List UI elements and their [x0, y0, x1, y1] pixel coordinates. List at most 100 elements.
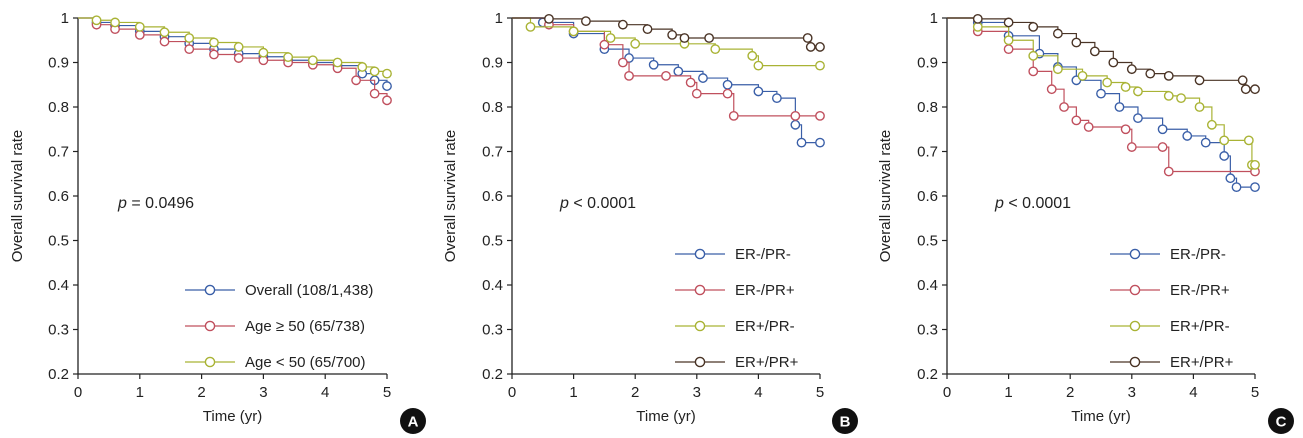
data-point [1157, 142, 1168, 152]
y-tick-label: 0.3 [48, 322, 69, 339]
data-point [581, 16, 591, 27]
x-tick-label: 0 [74, 384, 82, 401]
legend-swatch-marker [204, 356, 216, 368]
p-value-text: < 0.0001 [569, 195, 636, 212]
data-point [1194, 102, 1205, 112]
x-tick-label: 4 [1189, 384, 1197, 401]
data-point [1108, 57, 1119, 68]
x-tick-label: 5 [383, 384, 391, 401]
data-point [617, 57, 628, 68]
y-tick-label: 0.5 [48, 233, 69, 250]
legend-label: ER-/PR+ [735, 282, 795, 299]
data-point [1126, 142, 1137, 152]
x-tick-label: 1 [569, 384, 577, 401]
data-point [1028, 22, 1039, 32]
y-tick-label: 1 [495, 10, 503, 27]
series-line [78, 17, 388, 87]
series-2 [947, 17, 1260, 170]
legend: ER-/PR- ER-/PR+ ER+/PR- ER+/PR+ [1110, 246, 1234, 371]
x-tick-label: 3 [693, 384, 701, 401]
data-point [1046, 84, 1057, 95]
x-tick-label: 2 [1066, 384, 1074, 401]
series-line [512, 17, 820, 144]
data-point [805, 42, 816, 52]
series-3 [512, 13, 825, 52]
data-point [1240, 84, 1251, 95]
data-point [1003, 44, 1014, 55]
data-point [233, 53, 244, 63]
data-point [1243, 135, 1254, 146]
data-point [673, 66, 684, 77]
data-point [1237, 75, 1248, 86]
x-tick-label: 4 [321, 384, 329, 401]
panel-label-badge [400, 408, 426, 434]
x-tick-label: 1 [1004, 384, 1012, 401]
y-tick-label: 0.9 [917, 55, 938, 72]
data-point [1176, 93, 1186, 104]
x-tick-label: 0 [508, 384, 516, 401]
data-point [667, 30, 678, 40]
data-point [110, 17, 120, 28]
y-tick-label: 0.4 [482, 277, 503, 294]
data-point [1133, 86, 1143, 97]
data-point [283, 52, 294, 63]
data-point [972, 13, 983, 24]
y-tick-label: 0.7 [482, 144, 503, 161]
data-point [747, 50, 758, 61]
data-point [796, 137, 807, 148]
legend-swatch-marker [1129, 284, 1141, 296]
x-axis-title: Time (yr) [1071, 408, 1130, 425]
chart-panel-b: 0.2 0.3 0.4 0.5 0.6 0.7 0.8 0.9 1 0 1 2 3 4 5 Time (yr)… [442, 10, 858, 434]
data-point [685, 77, 696, 88]
panel-label: B [840, 414, 851, 431]
y-tick-label: 0.7 [917, 144, 938, 161]
data-point [710, 44, 721, 55]
data-point [815, 111, 825, 121]
legend-swatch-marker [694, 356, 706, 368]
panel-label: C [1276, 414, 1287, 431]
data-point [1145, 68, 1156, 79]
data-point [1003, 17, 1014, 28]
y-tick-label: 1 [61, 10, 69, 27]
data-point [728, 111, 739, 121]
y-tick-label: 0.2 [48, 366, 69, 383]
panel-label-badge [1268, 408, 1294, 434]
x-tick-label: 0 [943, 384, 951, 401]
data-point [691, 88, 702, 99]
data-point [568, 26, 579, 37]
data-point [525, 22, 536, 32]
legend-label: Age ≥ 50 (65/738) [245, 318, 365, 335]
panel-label-badge [832, 408, 858, 434]
data-point [1077, 70, 1088, 81]
series-2 [78, 15, 392, 79]
legend-swatch-marker [1129, 248, 1141, 260]
data-point [1114, 102, 1125, 112]
data-point [1200, 137, 1211, 148]
data-point [624, 70, 634, 81]
y-tick-label: 0.6 [482, 188, 503, 205]
data-point [1028, 66, 1039, 77]
legend-swatch-marker [1129, 320, 1141, 332]
x-tick-label: 2 [631, 384, 639, 401]
data-point [351, 75, 361, 86]
data-point [1182, 131, 1193, 141]
series-1 [78, 17, 392, 106]
data-point [369, 88, 380, 99]
data-point [1052, 28, 1063, 39]
data-point [1250, 84, 1260, 95]
data-point [134, 30, 145, 40]
data-point [679, 33, 690, 43]
legend-label: Age < 50 (65/700) [245, 354, 366, 371]
y-tick-label: 0.4 [917, 277, 938, 294]
series-line [947, 17, 1255, 188]
y-tick-label: 0.8 [482, 99, 503, 116]
y-tick-label: 0.5 [917, 233, 938, 250]
p-value-text: < 0.0001 [1004, 195, 1071, 212]
chart-panel-a: 0.2 0.3 0.4 0.5 0.6 0.7 0.8 0.9 1 0 1 2 3 4 5 Time (yr)… [9, 10, 426, 434]
data-point [159, 36, 170, 47]
legend-label: ER-/PR- [1170, 246, 1226, 263]
data-point [258, 47, 269, 58]
x-tick-label: 4 [754, 384, 762, 401]
legend-swatch-marker [694, 320, 706, 332]
p-value-text: = 0.0496 [127, 195, 194, 212]
